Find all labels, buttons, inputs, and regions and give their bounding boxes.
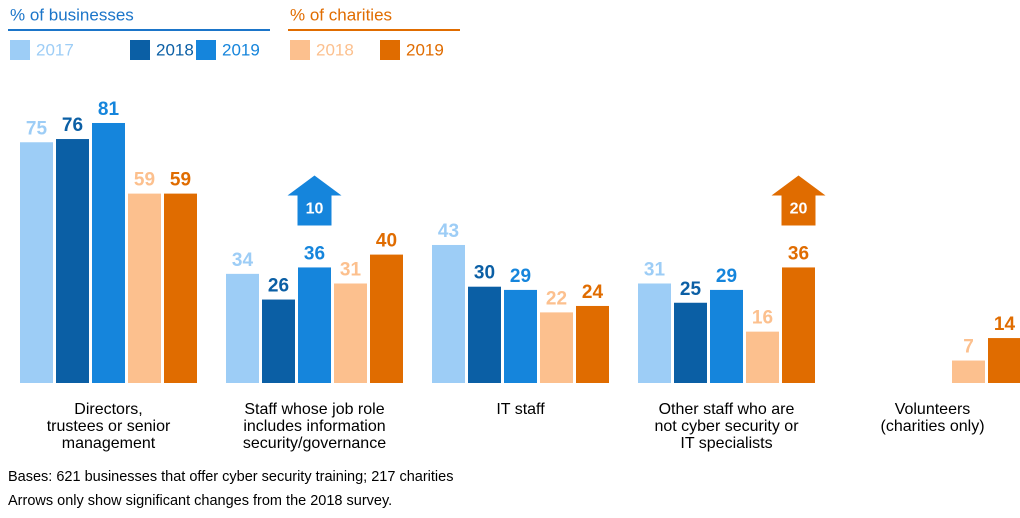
category-label-line: trustees or senior bbox=[47, 418, 171, 435]
footnote: Bases: 621 businesses that offer cyber s… bbox=[8, 469, 453, 485]
legend-swatch bbox=[380, 40, 400, 60]
bar bbox=[782, 267, 815, 383]
change-arrow-label: 20 bbox=[790, 201, 808, 218]
legend-swatch bbox=[130, 40, 150, 60]
value-label: 36 bbox=[304, 243, 325, 264]
bar bbox=[164, 193, 197, 383]
category-label-line: Volunteers bbox=[895, 401, 971, 418]
legend-group-title: % of charities bbox=[290, 5, 392, 24]
bar bbox=[92, 122, 125, 384]
bar bbox=[710, 289, 743, 383]
value-label: 24 bbox=[582, 282, 604, 303]
value-label: 29 bbox=[716, 266, 737, 287]
value-label: 31 bbox=[340, 260, 362, 281]
category-label: Volunteers (charities only) bbox=[880, 401, 984, 435]
category-label: Staff whose job role includes information… bbox=[243, 401, 386, 452]
bar bbox=[262, 299, 295, 383]
category-label-line: Directors, bbox=[74, 401, 142, 418]
category-label-line: not cyber security or bbox=[654, 418, 799, 435]
category-label: Other staff who are not cyber security or… bbox=[654, 401, 799, 452]
category-label-line: IT staff bbox=[496, 401, 545, 418]
bar bbox=[988, 338, 1020, 383]
legend-group-title: % of businesses bbox=[10, 5, 134, 24]
legend-label: 2017 bbox=[36, 40, 74, 59]
footnote: Arrows only show significant changes fro… bbox=[8, 493, 392, 509]
value-label: 43 bbox=[438, 221, 459, 242]
value-label: 16 bbox=[752, 308, 773, 329]
change-arrow-label: 10 bbox=[306, 201, 324, 218]
category-label-line: Other staff who are bbox=[659, 401, 795, 418]
bar bbox=[128, 193, 161, 383]
bar bbox=[370, 254, 403, 383]
value-label: 31 bbox=[644, 260, 666, 281]
category-label-line: (charities only) bbox=[880, 418, 984, 435]
value-label: 14 bbox=[994, 314, 1016, 335]
value-label: 25 bbox=[680, 279, 702, 300]
bar bbox=[540, 312, 573, 383]
category-label-line: includes information bbox=[243, 418, 385, 435]
legend-swatch bbox=[196, 40, 216, 60]
value-label: 22 bbox=[546, 288, 567, 309]
bar bbox=[334, 283, 367, 383]
bar bbox=[56, 139, 89, 383]
value-label: 81 bbox=[98, 99, 120, 120]
value-label: 34 bbox=[232, 250, 254, 271]
bar bbox=[576, 305, 609, 383]
category-label: Directors, trustees or senior management bbox=[47, 401, 171, 452]
legend-label: 2019 bbox=[222, 40, 260, 59]
category-label-line: Staff whose job role bbox=[244, 401, 384, 418]
legend-label: 2018 bbox=[316, 40, 354, 59]
value-label: 59 bbox=[170, 170, 191, 191]
category-label-line: management bbox=[62, 435, 156, 452]
value-label: 75 bbox=[26, 118, 48, 139]
legend-swatch bbox=[10, 40, 30, 60]
value-label: 29 bbox=[510, 266, 531, 287]
value-label: 76 bbox=[62, 115, 83, 136]
change-arrow bbox=[771, 175, 826, 226]
bar bbox=[674, 302, 707, 383]
legend-label: 2018 bbox=[156, 40, 194, 59]
bar bbox=[746, 331, 779, 383]
bar bbox=[468, 286, 501, 383]
change-arrow bbox=[287, 175, 342, 226]
value-label: 30 bbox=[474, 263, 495, 284]
bar bbox=[226, 273, 259, 383]
value-label: 59 bbox=[134, 170, 155, 191]
bar bbox=[20, 142, 53, 383]
bar bbox=[504, 289, 537, 383]
category-label-line: security/governance bbox=[243, 435, 386, 452]
bar bbox=[298, 267, 331, 383]
category-label: IT staff bbox=[496, 401, 545, 418]
legend-swatch bbox=[290, 40, 310, 60]
bar bbox=[432, 244, 465, 383]
value-label: 7 bbox=[963, 337, 974, 358]
legend-label: 2019 bbox=[406, 40, 444, 59]
value-label: 40 bbox=[376, 231, 397, 252]
category-label-line: IT specialists bbox=[680, 435, 772, 452]
value-label: 36 bbox=[788, 243, 809, 264]
value-label: 26 bbox=[268, 276, 289, 297]
bar bbox=[638, 283, 671, 383]
bar bbox=[952, 360, 985, 383]
